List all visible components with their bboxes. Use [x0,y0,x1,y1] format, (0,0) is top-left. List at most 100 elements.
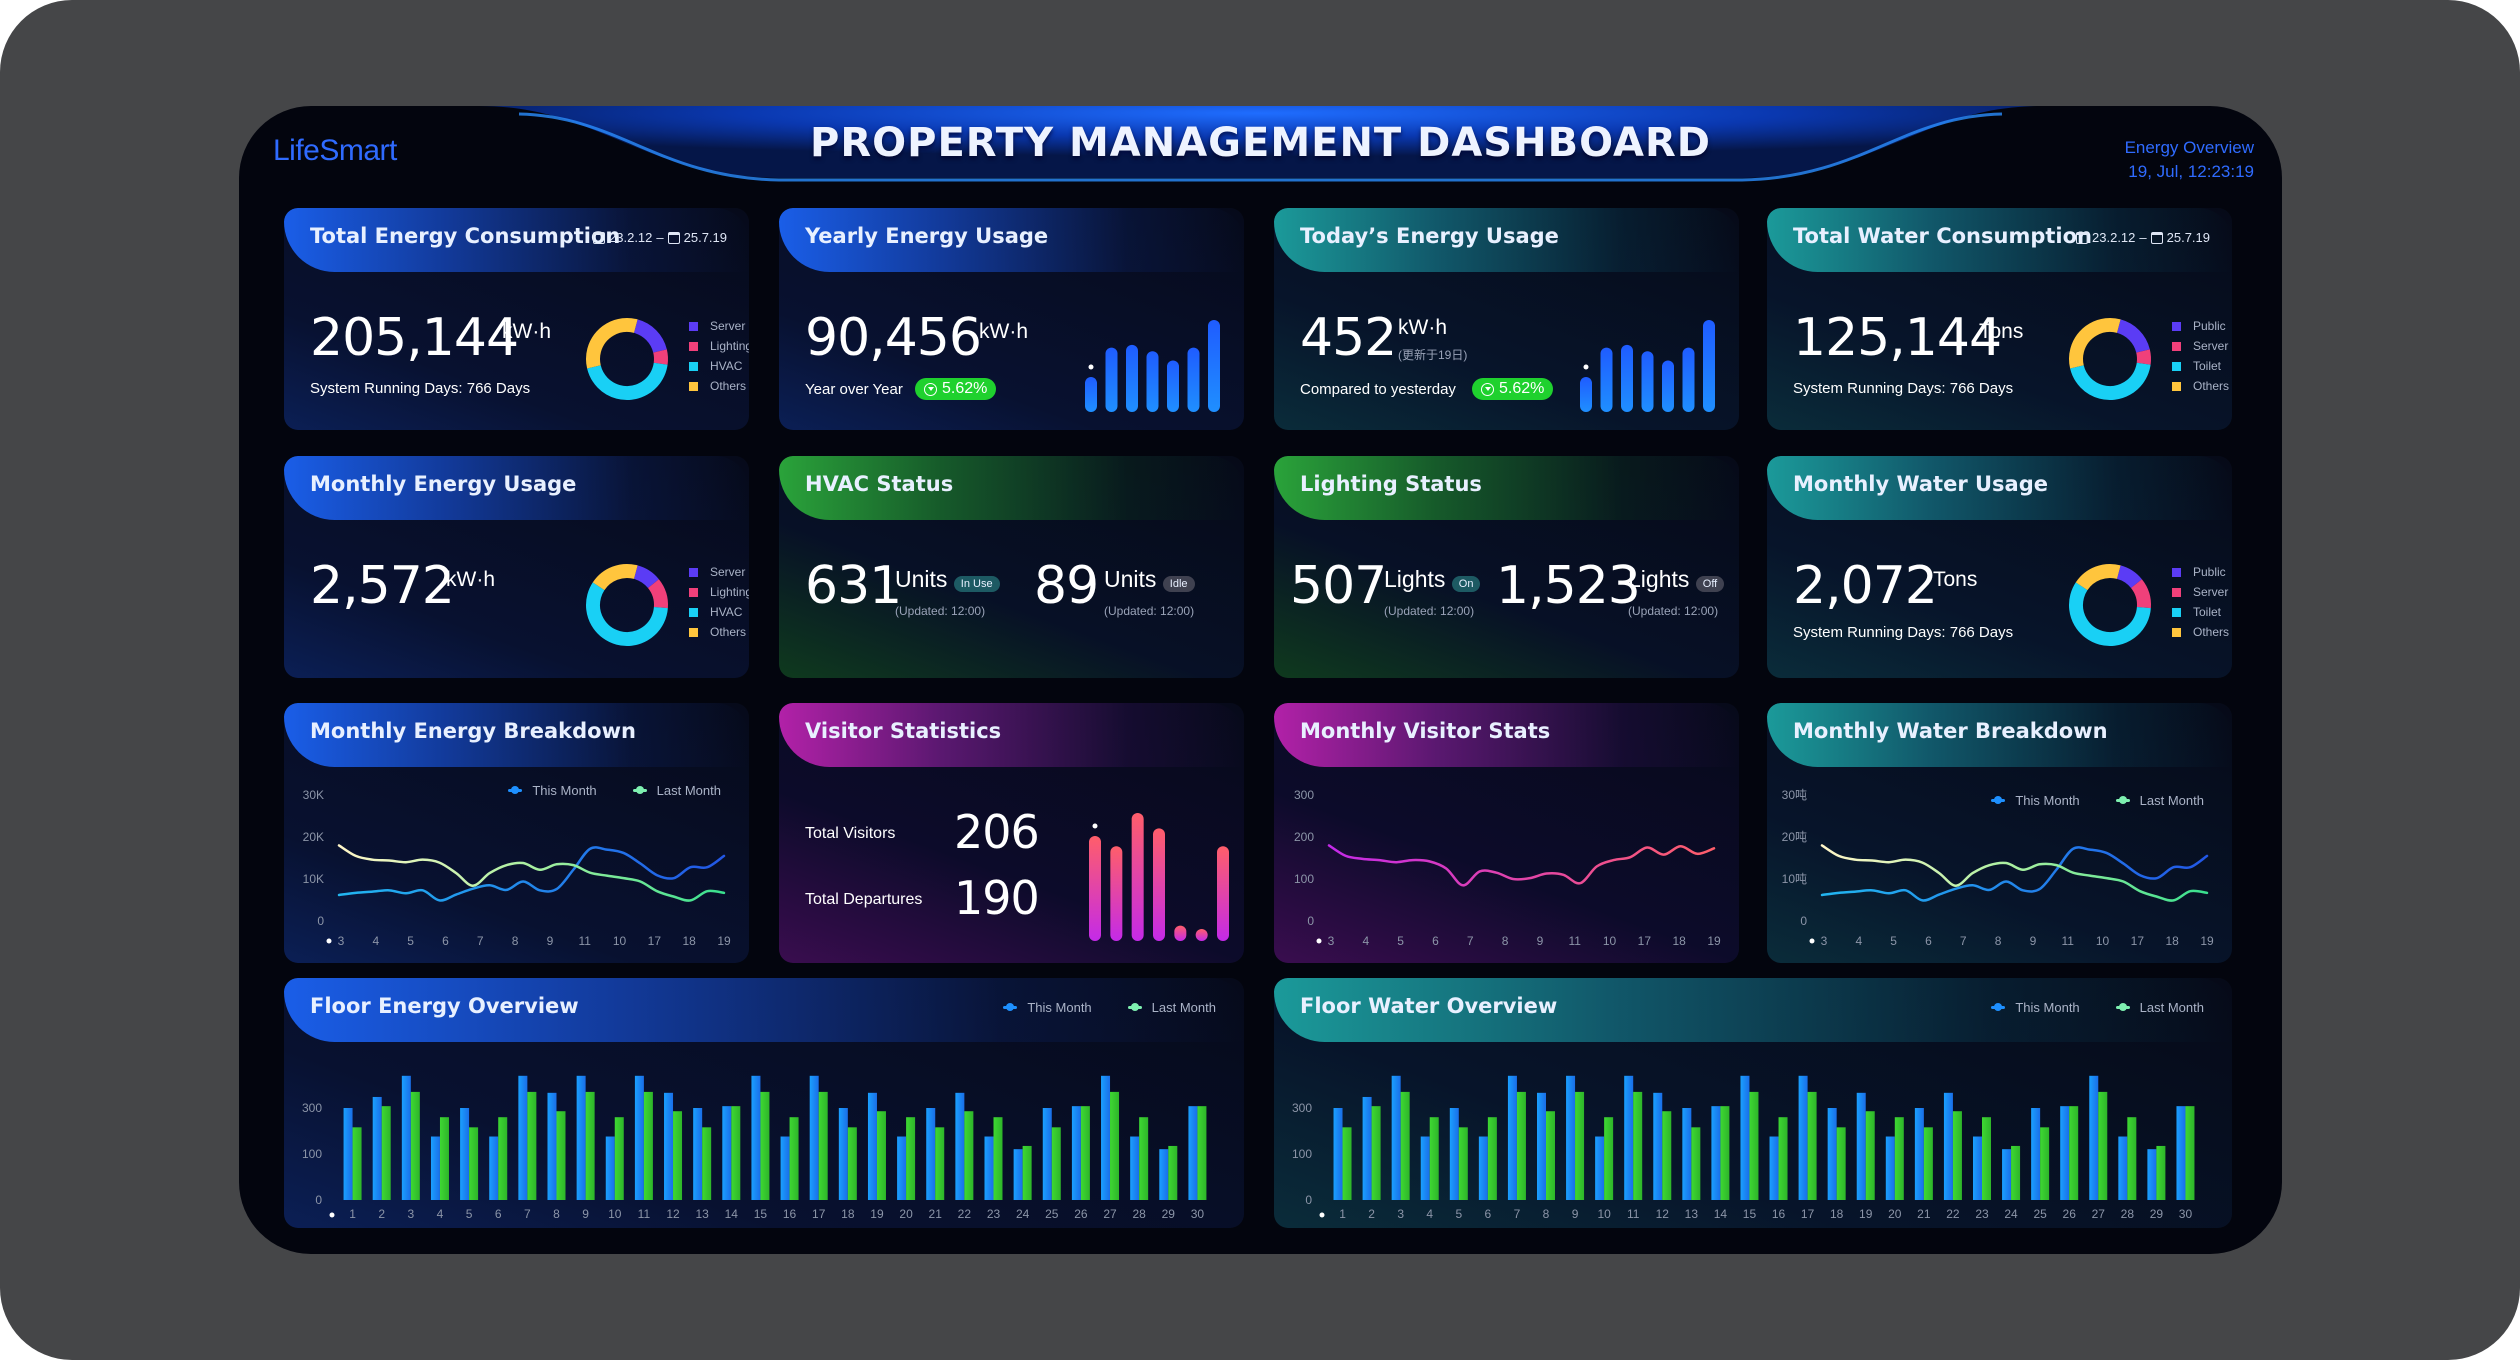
bar-last-month[interactable] [1575,1091,1585,1200]
legend-item-public[interactable]: Public [2172,316,2229,336]
legend-this-month[interactable]: This Month [1991,793,2080,808]
bar-last-month[interactable] [469,1127,479,1200]
bar-this-month[interactable] [401,1075,411,1200]
bar-this-month[interactable] [2031,1108,2041,1200]
bar-this-month[interactable] [1420,1136,1430,1200]
bar-this-month[interactable] [1798,1075,1808,1200]
donut-slice-server[interactable] [585,317,668,400]
bar-last-month[interactable] [789,1117,799,1200]
bar-last-month[interactable] [1633,1091,1643,1200]
bar-this-month[interactable] [1682,1108,1692,1200]
line-series-visitors[interactable] [1327,844,1716,887]
bar-this-month[interactable] [605,1136,615,1200]
bar-last-month[interactable] [498,1117,508,1200]
line-series-last-month[interactable] [1820,844,2209,902]
bar-this-month[interactable] [1333,1108,1343,1200]
legend-item-public[interactable]: Public [2172,562,2229,582]
donut-slice-hvac[interactable] [585,317,668,400]
bar-last-month[interactable] [1894,1117,1904,1200]
legend-item-hvac[interactable]: HVAC [689,356,749,376]
line-series-last-month[interactable] [337,844,726,902]
legend-item-others[interactable]: Others [689,622,749,642]
bar-last-month[interactable] [2011,1145,2021,1200]
bar-last-month[interactable] [643,1091,653,1200]
bar-this-month[interactable] [897,1136,907,1200]
bar-last-month[interactable] [1952,1111,1962,1200]
bar-this-month[interactable] [1042,1108,1052,1200]
bar-last-month[interactable] [906,1117,916,1200]
bar-last-month[interactable] [2069,1106,2079,1200]
bar-last-month[interactable] [2040,1127,2050,1200]
bar-this-month[interactable] [838,1108,848,1200]
bar-this-month[interactable] [1885,1136,1895,1200]
bar-this-month[interactable] [1769,1136,1779,1200]
bar-last-month[interactable] [1429,1117,1439,1200]
bar-this-month[interactable] [1740,1075,1750,1200]
bar-last-month[interactable] [585,1091,595,1200]
bar-this-month[interactable] [2002,1149,2012,1200]
section-label[interactable]: Energy Overview [2124,138,2254,157]
bar-this-month[interactable] [1943,1092,1953,1200]
bar-last-month[interactable] [1720,1106,1730,1200]
bar-last-month[interactable] [1807,1091,1817,1200]
bar-last-month[interactable] [964,1111,974,1200]
legend-item-lighting[interactable]: Lighting [689,582,749,602]
legend-item-others[interactable]: Others [689,376,749,396]
bar-last-month[interactable] [731,1106,741,1200]
bar-last-month[interactable] [818,1091,828,1200]
bar-last-month[interactable] [1749,1091,1759,1200]
bar-this-month[interactable] [518,1075,528,1200]
donut-slice-toilet[interactable] [2068,563,2151,646]
donut-slice-others[interactable] [2068,563,2151,646]
bar-last-month[interactable] [1487,1117,1497,1200]
bar-last-month[interactable] [2127,1117,2137,1200]
legend-this-month[interactable]: This Month [1991,1000,2080,1015]
bar-this-month[interactable] [751,1075,761,1200]
date-range[interactable]: 23.2.12 – 25.7.19 [2076,230,2210,245]
legend-this-month[interactable]: This Month [508,783,597,798]
bar-this-month[interactable] [1537,1092,1546,1200]
bar-last-month[interactable] [614,1117,624,1200]
legend-item-toilet[interactable]: Toilet [2172,356,2229,376]
bar-last-month[interactable] [1400,1091,1410,1200]
bar-last-month[interactable] [1458,1127,1468,1200]
bar-last-month[interactable] [2185,1106,2195,1200]
bar-this-month[interactable] [2089,1075,2099,1200]
bar-this-month[interactable] [1449,1108,1459,1200]
legend-this-month[interactable]: This Month [1003,1000,1092,1015]
bar-last-month[interactable] [1865,1111,1875,1200]
bar-this-month[interactable] [955,1092,965,1200]
bar-last-month[interactable] [1923,1127,1933,1200]
bar-this-month[interactable] [460,1108,470,1200]
bar-last-month[interactable] [1371,1106,1381,1200]
legend-last-month[interactable]: Last Month [1127,1000,1216,1015]
bar-this-month[interactable] [576,1075,586,1200]
bar-this-month[interactable] [1856,1092,1866,1200]
legend-item-others[interactable]: Others [2172,622,2229,642]
bar-last-month[interactable] [1546,1111,1555,1200]
bar-this-month[interactable] [1566,1075,1576,1200]
bar-this-month[interactable] [984,1136,994,1200]
bar-last-month[interactable] [876,1111,886,1200]
bar-this-month[interactable] [2147,1149,2157,1200]
legend-item-server[interactable]: Server [2172,336,2229,356]
bar-this-month[interactable] [1507,1075,1517,1200]
donut-slice-toilet[interactable] [2068,317,2151,400]
bar-this-month[interactable] [1362,1096,1372,1200]
bar-this-month[interactable] [809,1075,819,1200]
bar-this-month[interactable] [722,1106,732,1200]
bar-last-month[interactable] [1662,1111,1672,1200]
bar-this-month[interactable] [1391,1075,1401,1200]
bar-last-month[interactable] [993,1117,1003,1200]
date-range[interactable]: 23.2.12 – 25.7.19 [593,230,727,245]
line-series-this-month[interactable] [337,846,726,902]
bar-this-month[interactable] [780,1136,790,1200]
bar-last-month[interactable] [1022,1145,1032,1200]
bar-last-month[interactable] [352,1127,362,1200]
bar-this-month[interactable] [867,1092,877,1200]
bar-this-month[interactable] [372,1096,382,1200]
bar-last-month[interactable] [1516,1091,1526,1200]
bar-last-month[interactable] [673,1111,683,1200]
bar-last-month[interactable] [760,1091,770,1200]
donut-slice-others[interactable] [2068,317,2151,400]
